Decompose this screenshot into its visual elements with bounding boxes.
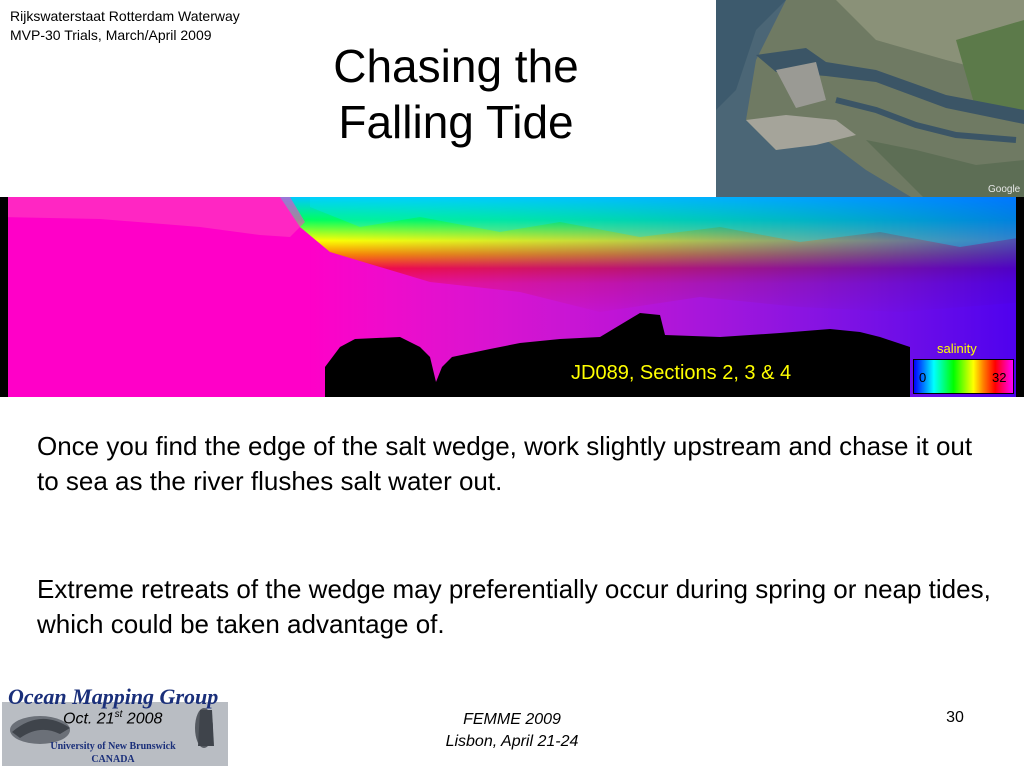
header-note: Rijkswaterstaat Rotterdam Waterway MVP-3…: [10, 7, 240, 45]
footer-date-suffix-sup: st: [114, 709, 123, 720]
salinity-section-plot: [0, 197, 1024, 397]
satellite-watermark: Google: [988, 184, 1021, 195]
footer-date-year: 2008: [122, 710, 163, 728]
satellite-image: Google: [716, 0, 1024, 200]
footer-date-prefix: Oct. 21: [63, 710, 115, 728]
header-line-1: Rijkswaterstaat Rotterdam Waterway: [10, 8, 240, 24]
page-number: 30: [946, 709, 964, 726]
colorbar-min-label: 0: [919, 370, 927, 385]
logo-title: Ocean Mapping Group: [8, 684, 219, 709]
colorbar-label: salinity: [937, 341, 977, 356]
colorbar-max-label: 32: [992, 370, 1007, 385]
footer-event-line-1: FEMME 2009: [463, 711, 561, 728]
body-paragraph-1: Once you find the edge of the salt wedge…: [37, 431, 973, 496]
salinity-section-graphic: [0, 197, 1024, 397]
footer-event: FEMME 2009 Lisbon, April 21-24: [400, 709, 624, 753]
title-line-2: Falling Tide: [338, 96, 574, 148]
header-line-2: MVP-30 Trials, March/April 2009: [10, 27, 212, 43]
salinity-colorbar: [913, 359, 1014, 394]
slide-title: Chasing the Falling Tide: [280, 38, 632, 150]
footer-event-line-2: Lisbon, April 21-24: [445, 733, 579, 750]
ocean-mapping-group-logo: [2, 702, 228, 766]
plot-caption: JD089, Sections 2, 3 & 4: [571, 362, 792, 384]
footer-date: Oct. 21st 2008: [63, 709, 162, 728]
satellite-map-graphic: Google: [716, 0, 1024, 200]
university-country: CANADA: [91, 754, 135, 765]
body-paragraph-2: Extreme retreats of the wedge may prefer…: [37, 574, 991, 639]
university-name: University of New Brunswick: [50, 741, 176, 752]
title-line-1: Chasing the: [333, 40, 579, 92]
